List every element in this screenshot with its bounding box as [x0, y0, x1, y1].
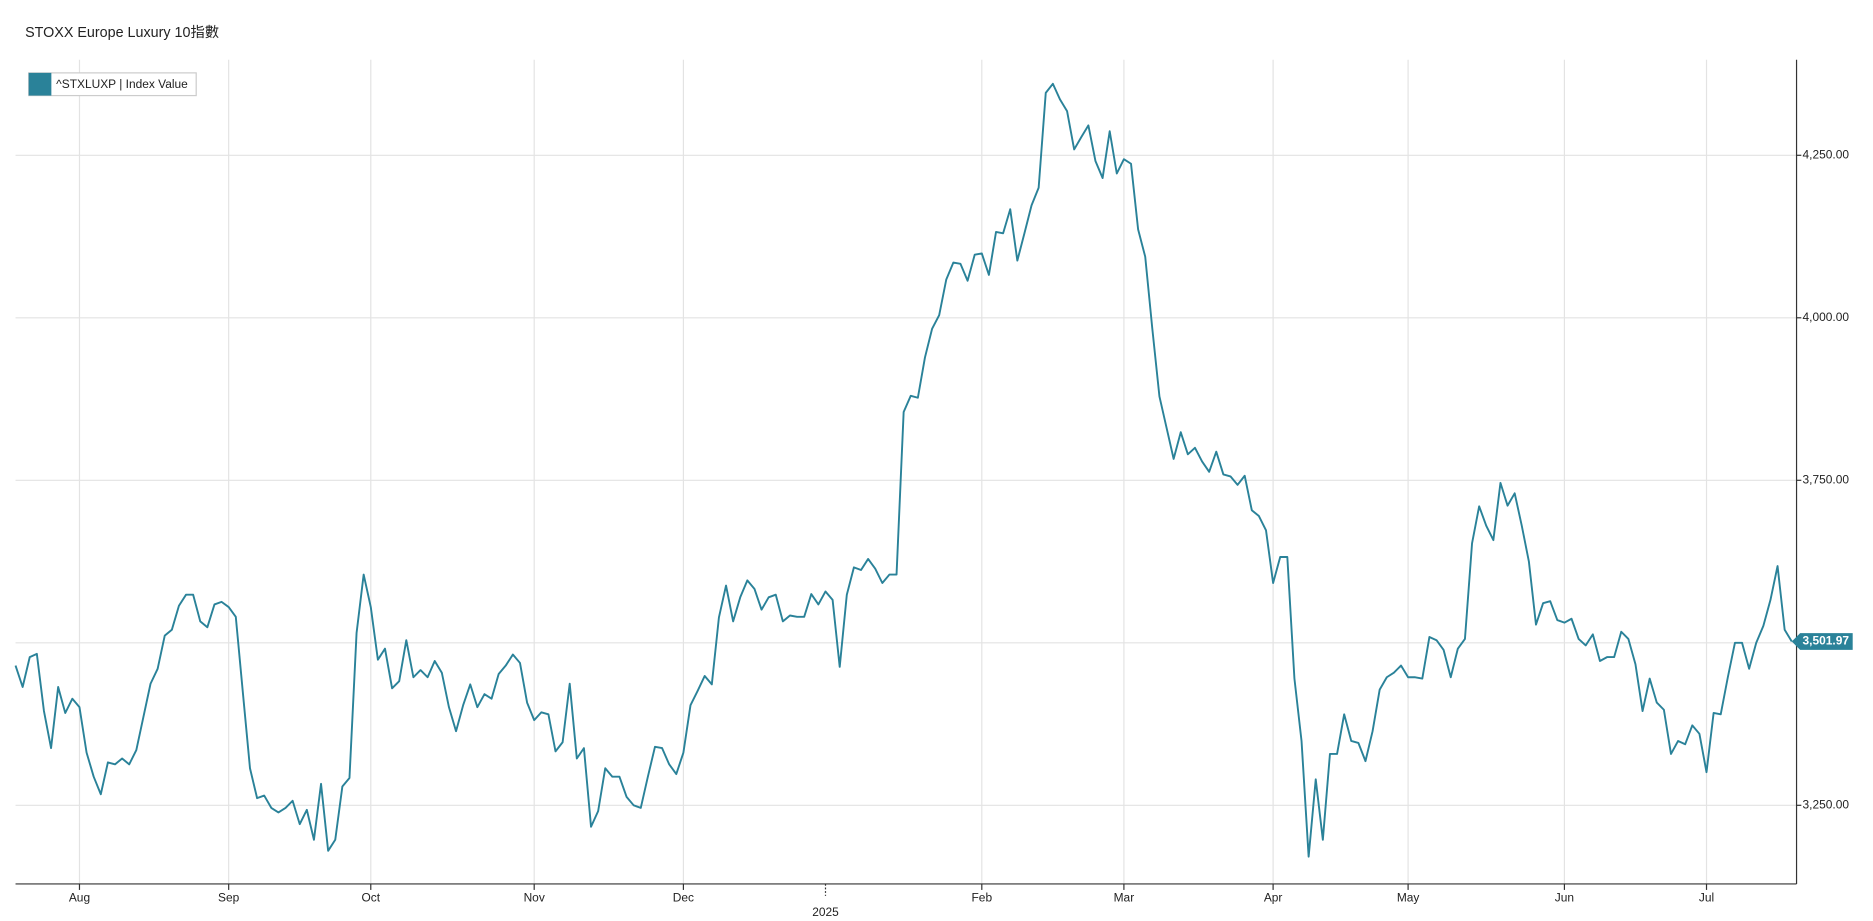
y-tick-label: 3,750.00: [1803, 472, 1850, 486]
value-badge: [1791, 633, 1853, 650]
value-label: 3,501.97: [1803, 634, 1850, 648]
x-tick-label: Oct: [361, 890, 380, 904]
legend: ^STXLUXP | Index Value: [28, 72, 197, 97]
legend-label: ^STXLUXP | Index Value: [56, 77, 188, 91]
x-tick-label: May: [1397, 890, 1420, 904]
y-tick-label: 4,250.00: [1803, 147, 1850, 161]
y-tick-label: 3,250.00: [1803, 797, 1850, 811]
legend-swatch: [28, 72, 52, 96]
line-series: [14, 82, 1793, 858]
x-tick-label: Jun: [1555, 890, 1574, 904]
x-tick-label: Nov: [524, 890, 545, 904]
x-tick-label: Jul: [1699, 890, 1714, 904]
x-tick-label: Mar: [1114, 890, 1135, 904]
x-tick-label: Apr: [1264, 890, 1283, 904]
x-tick-label: Aug: [69, 890, 90, 904]
chart-title: STOXX Europe Luxury 10指數: [25, 24, 219, 41]
y-tick-label: 4,000.00: [1803, 310, 1850, 324]
x-tick-label: Feb: [972, 890, 993, 904]
x-tick-label: Sep: [218, 890, 240, 904]
x-tick-label: 2025: [812, 905, 839, 919]
x-tick-label: Dec: [673, 890, 694, 904]
